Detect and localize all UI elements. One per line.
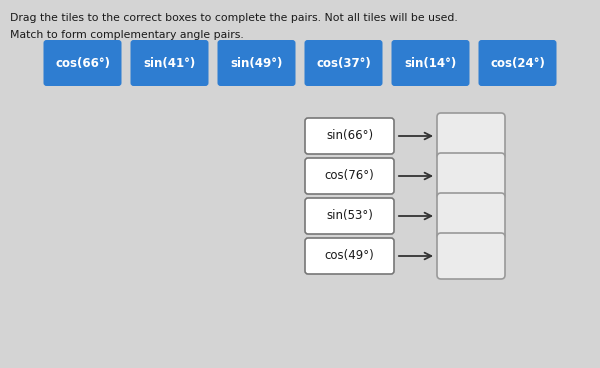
Text: sin(14°): sin(14°) — [404, 57, 457, 70]
FancyBboxPatch shape — [437, 233, 505, 279]
Text: cos(66°): cos(66°) — [55, 57, 110, 70]
FancyBboxPatch shape — [479, 40, 557, 86]
FancyBboxPatch shape — [392, 40, 470, 86]
FancyBboxPatch shape — [305, 238, 394, 274]
FancyBboxPatch shape — [437, 113, 505, 159]
Text: sin(53°): sin(53°) — [326, 209, 373, 223]
Text: cos(49°): cos(49°) — [325, 250, 374, 262]
FancyBboxPatch shape — [305, 198, 394, 234]
Text: sin(49°): sin(49°) — [230, 57, 283, 70]
FancyBboxPatch shape — [437, 153, 505, 199]
FancyBboxPatch shape — [305, 158, 394, 194]
Text: cos(37°): cos(37°) — [316, 57, 371, 70]
Text: Drag the tiles to the correct boxes to complete the pairs. Not all tiles will be: Drag the tiles to the correct boxes to c… — [10, 13, 458, 23]
FancyBboxPatch shape — [305, 118, 394, 154]
Text: Match to form complementary angle pairs.: Match to form complementary angle pairs. — [10, 30, 244, 40]
FancyBboxPatch shape — [131, 40, 209, 86]
Text: sin(41°): sin(41°) — [143, 57, 196, 70]
FancyBboxPatch shape — [437, 193, 505, 239]
Text: cos(76°): cos(76°) — [325, 170, 374, 183]
FancyBboxPatch shape — [218, 40, 296, 86]
Text: cos(24°): cos(24°) — [490, 57, 545, 70]
FancyBboxPatch shape — [44, 40, 121, 86]
Text: sin(66°): sin(66°) — [326, 130, 373, 142]
FancyBboxPatch shape — [305, 40, 383, 86]
